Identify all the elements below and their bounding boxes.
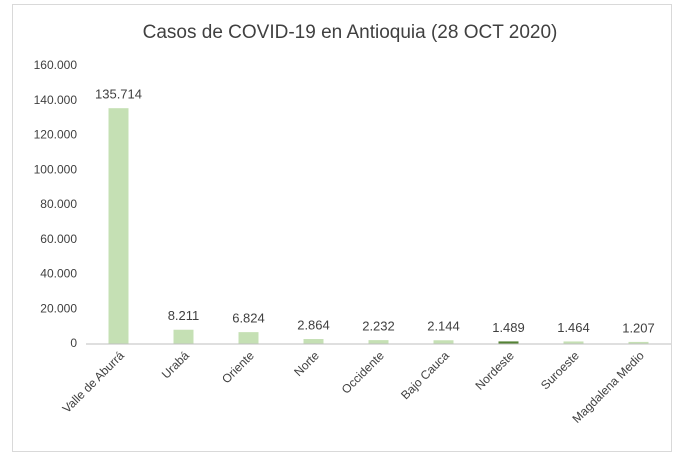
y-tick-label: 120.000 xyxy=(34,128,78,142)
y-tick-label: 20.000 xyxy=(40,301,77,315)
value-label: 2.232 xyxy=(362,319,395,334)
y-tick-label: 160.000 xyxy=(34,58,78,72)
chart-title: Casos de COVID-19 en Antioquia (28 OCT 2… xyxy=(143,22,558,43)
bar xyxy=(368,340,389,344)
bar xyxy=(108,108,129,344)
bar xyxy=(563,341,584,344)
y-tick-label: 40.000 xyxy=(40,267,77,281)
y-tick-label: 0 xyxy=(70,336,77,350)
value-label: 135.714 xyxy=(95,87,142,102)
bar xyxy=(433,340,454,344)
y-tick-label: 140.000 xyxy=(34,93,78,107)
value-label: 2.144 xyxy=(427,319,460,334)
bar xyxy=(498,341,519,344)
value-label: 8.211 xyxy=(168,308,200,323)
value-label: 1.207 xyxy=(622,320,655,335)
bar xyxy=(173,329,194,344)
y-tick-label: 80.000 xyxy=(40,197,77,211)
bar xyxy=(628,341,649,344)
y-tick-label: 100.000 xyxy=(34,162,78,176)
y-tick-label: 60.000 xyxy=(40,232,77,246)
value-label: 1.464 xyxy=(557,320,590,335)
value-label: 1.489 xyxy=(492,320,525,335)
bar xyxy=(303,339,324,344)
value-label: 2.864 xyxy=(297,317,330,332)
bar xyxy=(238,332,259,344)
value-label: 6.824 xyxy=(232,311,265,326)
